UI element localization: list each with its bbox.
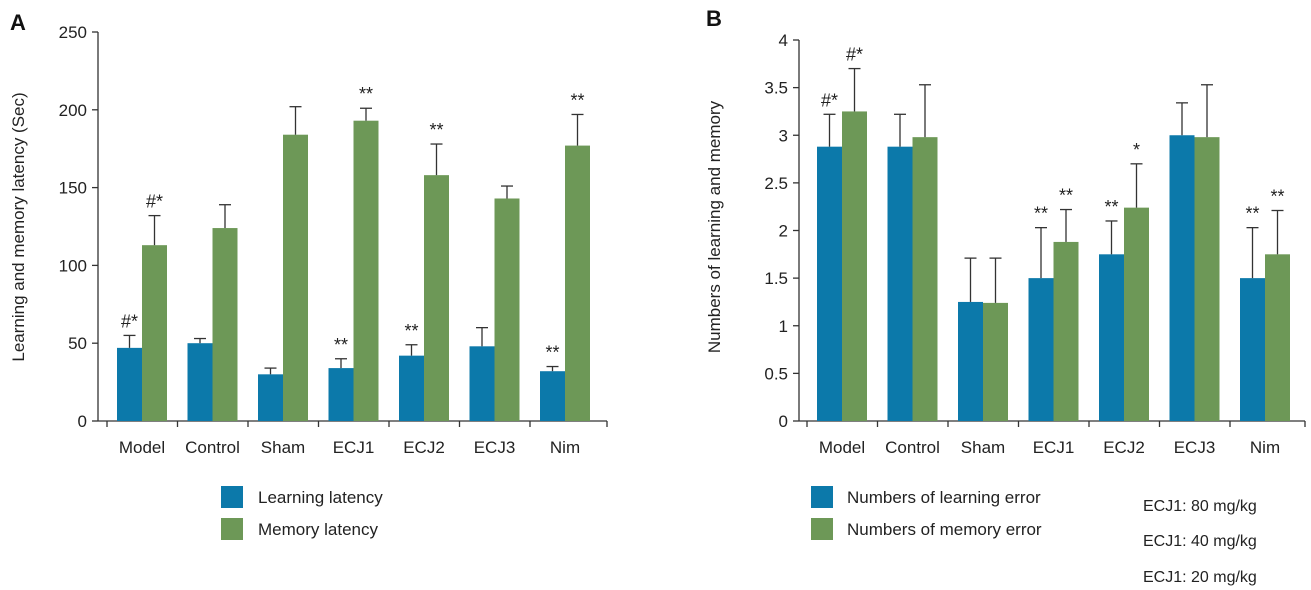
legend-b-swatch-learning xyxy=(811,486,833,508)
legend-b-label-learning: Numbers of learning error xyxy=(847,488,1041,507)
x-tick-label: Sham xyxy=(961,438,1005,457)
legend-b-swatch-memory xyxy=(811,518,833,540)
bar xyxy=(142,245,167,421)
bar xyxy=(469,346,495,421)
bar xyxy=(399,355,424,421)
significance-label: ** xyxy=(334,335,348,355)
bar xyxy=(540,371,565,421)
y-tick-label: 100 xyxy=(59,256,87,275)
plot-b: 00.511.522.533.54#*#*Model Control Sham***… xyxy=(764,31,1306,457)
legend-a: Learning latency Memory latency xyxy=(221,486,383,540)
significance-label: ** xyxy=(1059,186,1073,206)
bar xyxy=(328,368,354,421)
bar xyxy=(353,120,379,421)
significance-label: ** xyxy=(1270,186,1284,206)
significance-label: ** xyxy=(570,90,584,110)
legend-a-swatch-learning xyxy=(221,486,243,508)
bar xyxy=(565,145,590,421)
y-tick-label: 150 xyxy=(59,179,87,198)
panel-b: B Numbers of learning and memory 0 0.5 1 1.… xyxy=(705,6,1306,586)
bar xyxy=(842,111,867,421)
bar xyxy=(1265,254,1290,421)
significance-label: ** xyxy=(1104,197,1118,217)
y-tick-label: 1 xyxy=(779,317,788,336)
x-tick-label: Control xyxy=(185,438,240,457)
panel-b-letter: B xyxy=(706,6,722,31)
significance-label: ** xyxy=(404,321,418,341)
y-tick-label: 50 xyxy=(68,334,87,353)
x-tick-label: Nim xyxy=(1250,438,1280,457)
significance-label: ** xyxy=(359,84,373,104)
x-tick-label: ECJ1 xyxy=(333,438,375,457)
x-tick-label: ECJ2 xyxy=(403,438,445,457)
significance-label: ** xyxy=(545,343,559,363)
bar xyxy=(887,146,913,421)
bar xyxy=(187,343,213,421)
panel-a-letter: A xyxy=(10,10,26,35)
significance-label: #* xyxy=(846,45,863,65)
bar xyxy=(1053,241,1079,421)
y-tick-label: 1.5 xyxy=(764,269,788,288)
bar xyxy=(1194,137,1220,421)
legend-a-label-memory: Memory latency xyxy=(258,520,378,539)
legend-b-label-memory: Numbers of memory error xyxy=(847,520,1042,539)
bar xyxy=(1124,207,1149,421)
x-tick-label: ECJ2 xyxy=(1103,438,1145,457)
legend-b: Numbers of learning error Numbers of mem… xyxy=(811,486,1042,540)
x-tick-label: ECJ3 xyxy=(474,438,516,457)
dose-note: ECJ1: 80 mg/kg xyxy=(1143,498,1257,515)
dose-note: ECJ1: 20 mg/kg xyxy=(1143,569,1257,586)
legend-a-swatch-memory xyxy=(221,518,243,540)
y-tick-label: 4 xyxy=(779,31,788,50)
y-tick-label: 3.5 xyxy=(764,79,788,98)
y-tick-label: 0.5 xyxy=(764,364,788,383)
bar xyxy=(424,175,449,421)
bar xyxy=(283,134,308,422)
x-tick-label: Nim xyxy=(550,438,580,457)
significance-label: * xyxy=(1133,140,1140,160)
bar xyxy=(1169,135,1195,421)
significance-label: ** xyxy=(429,120,443,140)
x-tick-label: Model xyxy=(119,438,165,457)
x-tick-label: Model xyxy=(819,438,865,457)
x-tick-label: Sham xyxy=(261,438,305,457)
y-axis-label-a: Learning and memory latency (Sec) xyxy=(9,92,28,361)
x-tick-label: ECJ3 xyxy=(1174,438,1216,457)
dose-notes: ECJ1: 80 mg/kg ECJ1: 40 mg/kg ECJ1: 20 m… xyxy=(1143,498,1257,586)
y-tick-label: 0 xyxy=(779,412,788,431)
y-tick-label: 2.5 xyxy=(764,174,788,193)
bar xyxy=(494,198,520,421)
bar xyxy=(1028,278,1054,421)
bar xyxy=(817,146,842,421)
bar xyxy=(912,137,938,421)
y-tick-label: 200 xyxy=(59,101,87,120)
significance-label: ** xyxy=(1245,204,1259,224)
bar xyxy=(1099,254,1124,421)
panel-a: A Learning and memory latency (Sec) 0 50 1… xyxy=(9,10,608,540)
bar xyxy=(983,302,1008,421)
legend-a-label-learning: Learning latency xyxy=(258,488,383,507)
significance-label: #* xyxy=(146,192,163,212)
plot-a: 0 50 100 150 200 250 #* #* Model Control Sham ** ** E… xyxy=(59,23,608,457)
dose-note: ECJ1: 40 mg/kg xyxy=(1143,533,1257,550)
bar xyxy=(258,374,283,421)
bar xyxy=(958,301,983,421)
y-tick-label: 250 xyxy=(59,23,87,42)
bar xyxy=(1240,278,1265,421)
significance-label: #* xyxy=(821,90,838,110)
y-tick-label: 0 xyxy=(78,412,87,431)
y-tick-label: 2 xyxy=(779,222,788,241)
significance-label: ** xyxy=(1034,204,1048,224)
bar xyxy=(212,228,238,421)
y-tick-label: 3 xyxy=(779,126,788,145)
y-axis-label-b: Numbers of learning and memory xyxy=(705,100,724,353)
bar xyxy=(117,347,142,421)
x-tick-label: ECJ1 xyxy=(1033,438,1075,457)
significance-label: #* xyxy=(121,311,138,331)
x-tick-label: Control xyxy=(885,438,940,457)
